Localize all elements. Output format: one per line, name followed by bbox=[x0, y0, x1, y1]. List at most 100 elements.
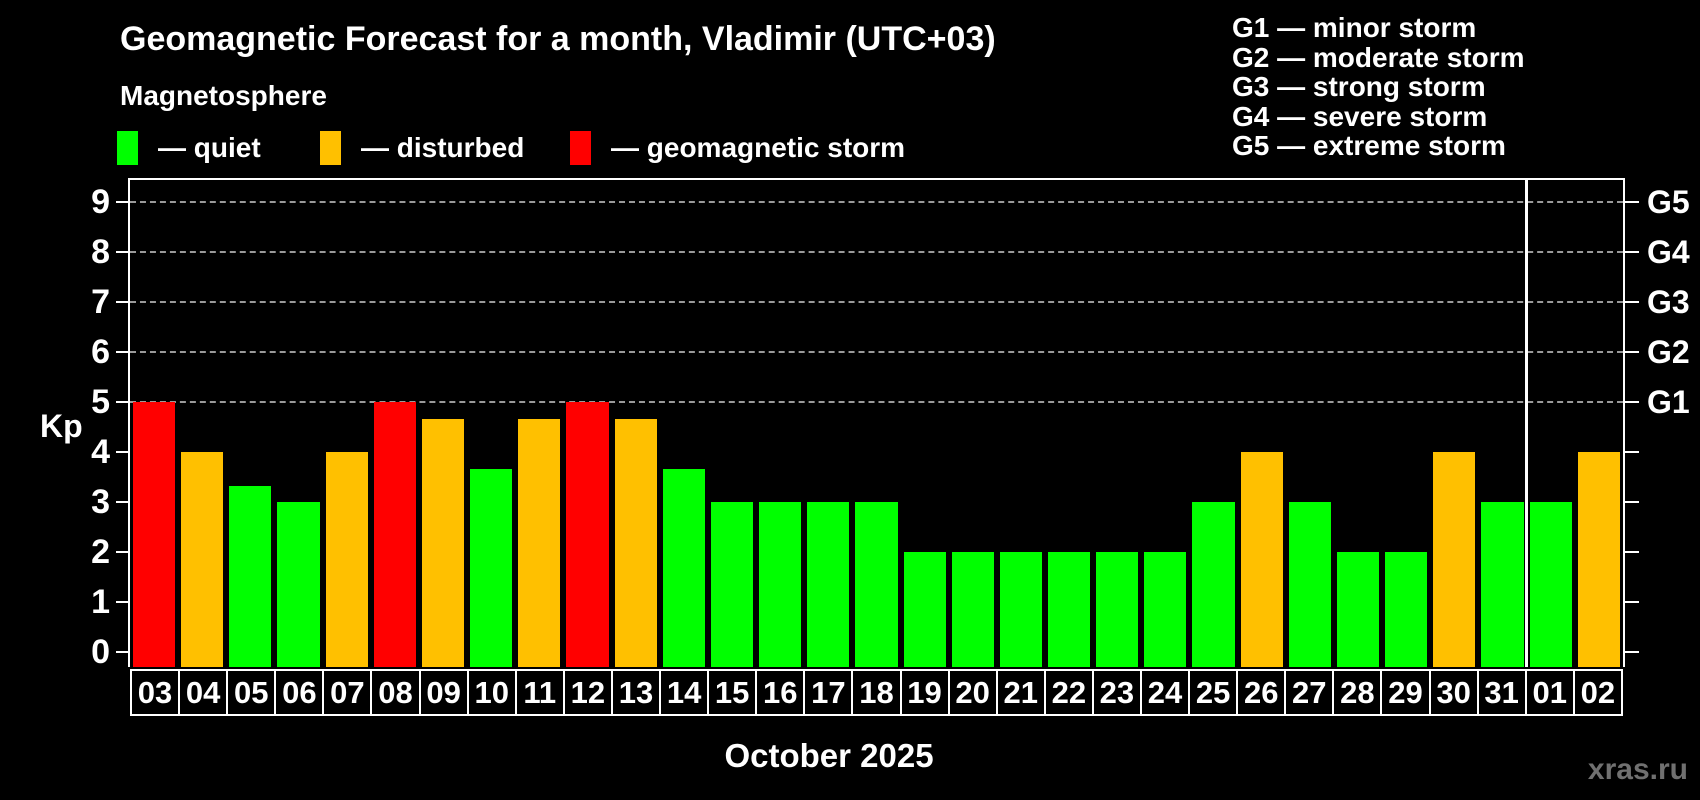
bar-column-19 bbox=[901, 180, 949, 667]
day-label-30: 30 bbox=[1428, 669, 1479, 716]
bar-column-26 bbox=[1238, 180, 1286, 667]
bar-column-29 bbox=[1382, 180, 1430, 667]
y-tick-label-7: 7 bbox=[91, 283, 110, 321]
y-tick-right-1 bbox=[1625, 601, 1639, 603]
bar-column-08 bbox=[371, 180, 419, 667]
storm-scale-g4: G4 — severe storm bbox=[1232, 100, 1488, 132]
magnetosphere-label: Magnetosphere bbox=[120, 80, 327, 111]
day-label-09: 09 bbox=[418, 669, 469, 716]
day-label-16: 16 bbox=[755, 669, 806, 716]
legend-item-quiet: — quiet bbox=[117, 131, 261, 165]
storm-scale-g1: G1 — minor storm bbox=[1232, 12, 1477, 43]
kp-bar-09 bbox=[421, 418, 465, 667]
bar-column-10 bbox=[467, 180, 515, 667]
kp-bar-10 bbox=[470, 468, 513, 667]
day-label-12: 12 bbox=[562, 669, 613, 716]
y-tick-left-0 bbox=[116, 651, 130, 653]
bar-column-18 bbox=[852, 180, 900, 667]
y-tick-label-2: 2 bbox=[91, 533, 110, 571]
bar-column-04 bbox=[178, 180, 226, 667]
day-label-28: 28 bbox=[1332, 669, 1383, 716]
kp-bar-22 bbox=[1047, 552, 1091, 667]
y-tick-label-9: 9 bbox=[91, 183, 110, 221]
kp-bar-17 bbox=[807, 502, 850, 667]
bar-column-28 bbox=[1334, 180, 1382, 667]
kp-bar-30 bbox=[1433, 452, 1476, 667]
bar-column-30 bbox=[1430, 180, 1478, 667]
legend-label-disturbed: — disturbed bbox=[361, 132, 525, 163]
kp-bar-06 bbox=[277, 502, 320, 667]
day-label-13: 13 bbox=[610, 669, 662, 716]
kp-bar-16 bbox=[759, 502, 802, 667]
y-tick-left-6 bbox=[116, 351, 130, 353]
g-scale-label-g1: G1 bbox=[1647, 384, 1690, 420]
g-scale-label-g4: G4 bbox=[1647, 234, 1690, 270]
bar-column-22 bbox=[1045, 180, 1093, 667]
kp-bar-07 bbox=[325, 452, 368, 667]
bar-column-15 bbox=[708, 180, 756, 667]
bar-column-17 bbox=[804, 180, 852, 667]
kp-bar-29 bbox=[1385, 552, 1428, 667]
y-tick-right-3 bbox=[1625, 501, 1639, 503]
kp-bar-20 bbox=[951, 552, 994, 667]
bar-column-25 bbox=[1189, 180, 1237, 667]
day-label-10: 10 bbox=[466, 669, 517, 716]
y-tick-label-1: 1 bbox=[91, 583, 110, 621]
bar-column-24 bbox=[1141, 180, 1189, 667]
y-tick-left-9 bbox=[116, 201, 130, 203]
y-tick-label-0: 0 bbox=[91, 633, 110, 671]
day-label-14: 14 bbox=[659, 669, 710, 716]
storm-swatch-icon bbox=[570, 131, 591, 165]
y-tick-right-5 bbox=[1625, 401, 1639, 403]
bar-column-12 bbox=[563, 180, 611, 667]
day-label-18: 18 bbox=[851, 669, 902, 716]
y-tick-label-3: 3 bbox=[91, 483, 110, 521]
bar-column-23 bbox=[1093, 180, 1141, 667]
watermark: xras.ru bbox=[1587, 753, 1688, 786]
day-label-03: 03 bbox=[130, 669, 181, 716]
storm-scale-g3: G3 — strong storm bbox=[1232, 71, 1486, 102]
kp-bar-31 bbox=[1481, 502, 1524, 667]
g-scale-label-g2: G2 bbox=[1647, 334, 1690, 370]
day-label-04: 04 bbox=[178, 669, 229, 716]
day-label-11: 11 bbox=[514, 669, 565, 716]
gridline-kp9 bbox=[130, 201, 1623, 203]
legend-label-storm: — geomagnetic storm bbox=[611, 132, 906, 163]
kp-bar-14 bbox=[662, 468, 705, 667]
kp-bar-01 bbox=[1529, 502, 1572, 667]
bar-column-02 bbox=[1575, 180, 1623, 667]
day-label-31: 31 bbox=[1476, 669, 1527, 716]
bar-column-07 bbox=[323, 180, 371, 667]
y-tick-right-9 bbox=[1625, 201, 1639, 203]
bar-column-05 bbox=[226, 180, 274, 667]
day-label-15: 15 bbox=[707, 669, 758, 716]
bar-column-31 bbox=[1478, 180, 1526, 667]
day-label-20: 20 bbox=[947, 669, 998, 716]
kp-bar-23 bbox=[1096, 552, 1139, 667]
day-label-07: 07 bbox=[322, 669, 373, 716]
day-label-21: 21 bbox=[995, 669, 1046, 716]
kp-bar-03 bbox=[133, 402, 176, 667]
quiet-swatch-icon bbox=[117, 131, 138, 165]
y-tick-left-7 bbox=[116, 301, 130, 303]
day-label-24: 24 bbox=[1139, 669, 1191, 716]
bar-series bbox=[130, 180, 1623, 667]
day-label-17: 17 bbox=[803, 669, 854, 716]
bar-column-21 bbox=[997, 180, 1045, 667]
day-label-19: 19 bbox=[899, 669, 950, 716]
kp-bar-11 bbox=[518, 418, 561, 667]
day-label-02: 02 bbox=[1572, 669, 1623, 716]
kp-bar-19 bbox=[903, 552, 946, 667]
bar-column-09 bbox=[419, 180, 467, 667]
y-tick-right-0 bbox=[1625, 651, 1639, 653]
kp-bar-13 bbox=[614, 418, 657, 667]
y-tick-left-2 bbox=[116, 551, 130, 553]
y-tick-right-4 bbox=[1625, 451, 1639, 453]
gridline-kp7 bbox=[130, 301, 1623, 303]
kp-bar-25 bbox=[1192, 502, 1235, 667]
bar-column-11 bbox=[515, 180, 563, 667]
storm-scale-g5: G5 — extreme storm bbox=[1232, 130, 1506, 161]
g-scale-label-g3: G3 bbox=[1647, 284, 1690, 320]
legend-item-storm: — geomagnetic storm bbox=[570, 131, 905, 165]
day-label-27: 27 bbox=[1284, 669, 1335, 716]
